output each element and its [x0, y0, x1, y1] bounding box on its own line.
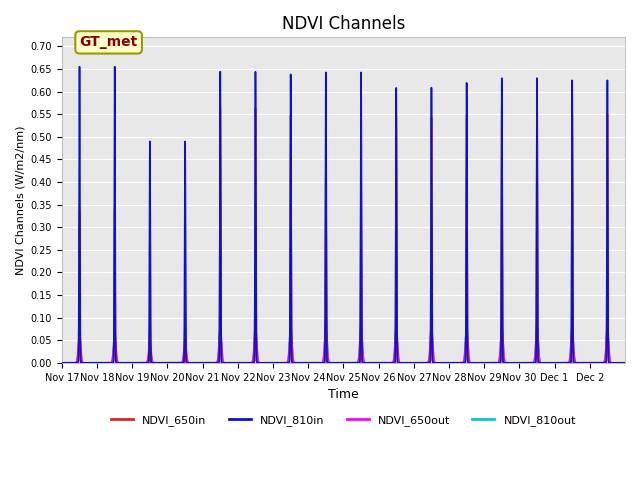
Text: GT_met: GT_met — [79, 36, 138, 49]
X-axis label: Time: Time — [328, 388, 359, 401]
Y-axis label: NDVI Channels (W/m2/nm): NDVI Channels (W/m2/nm) — [15, 125, 25, 275]
Title: NDVI Channels: NDVI Channels — [282, 15, 405, 33]
Legend: NDVI_650in, NDVI_810in, NDVI_650out, NDVI_810out: NDVI_650in, NDVI_810in, NDVI_650out, NDV… — [107, 411, 580, 431]
